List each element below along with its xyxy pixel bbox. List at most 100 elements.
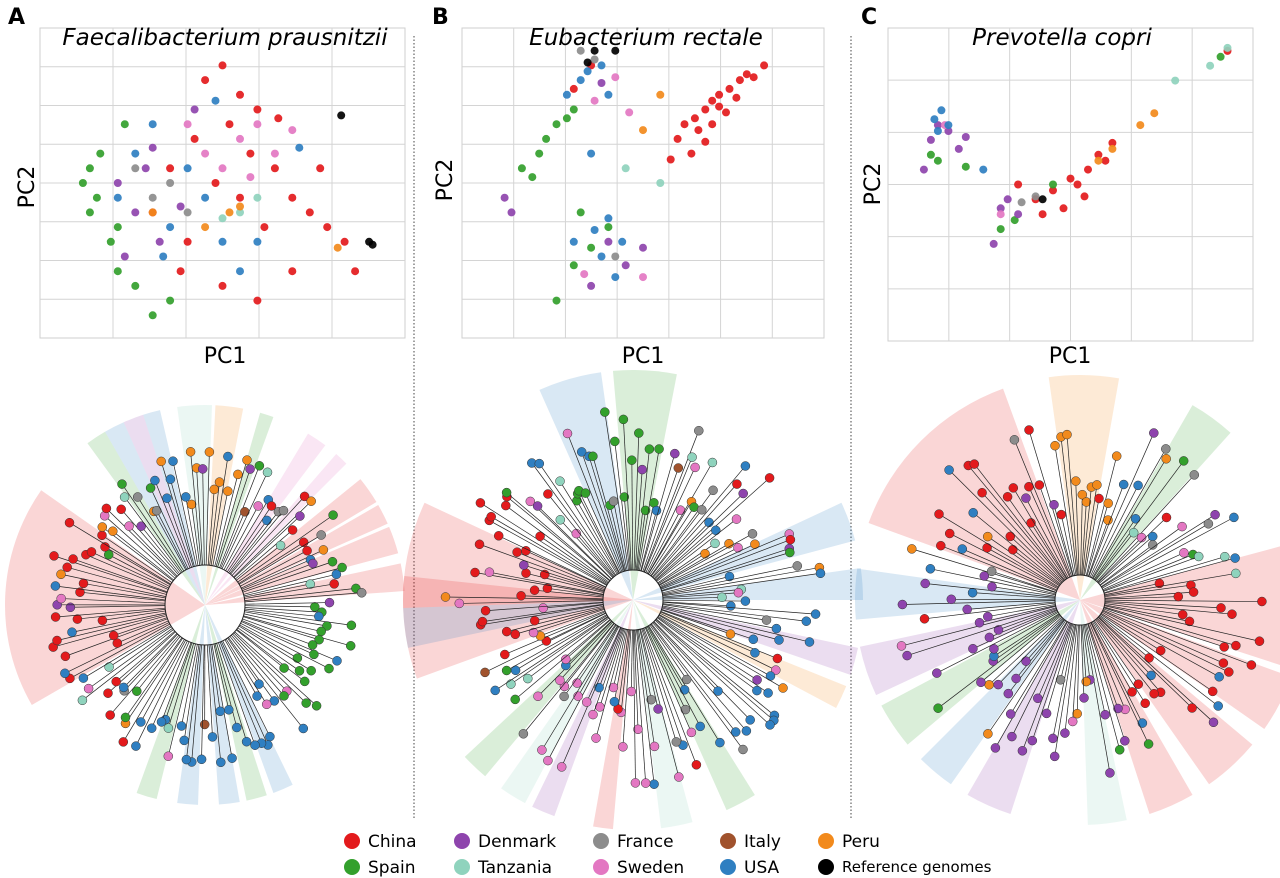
tree-tip-node: [969, 459, 980, 469]
point-denmark: [989, 239, 998, 248]
point-usa: [944, 121, 953, 130]
tree-tip-node: [984, 632, 995, 643]
tree-branch: [579, 554, 611, 581]
tree-tip-node: [119, 492, 130, 502]
point-china: [725, 84, 734, 93]
tree-branch: [1077, 535, 1080, 576]
tree-branch: [974, 463, 1056, 569]
tree-branch: [657, 616, 703, 649]
tree-branch: [642, 653, 652, 700]
tree-branch: [1120, 625, 1161, 651]
tree-branch: [1098, 571, 1113, 584]
tree-tip-node: [673, 463, 684, 473]
tree-branch: [629, 545, 632, 571]
tree-branch: [233, 655, 258, 697]
tree-tip-node: [132, 686, 142, 696]
tree-tip-node: [484, 567, 495, 577]
tree-branch: [1107, 648, 1133, 693]
tree-tip-node: [1008, 544, 1018, 555]
tree-branch: [139, 546, 176, 579]
tree-branch: [91, 551, 127, 569]
tree-branch: [125, 609, 166, 615]
tree-branch: [197, 644, 201, 664]
tree-branch: [1102, 609, 1118, 617]
point-peru: [333, 243, 342, 252]
tree-branch: [480, 607, 585, 626]
tree-branch: [1089, 543, 1106, 578]
tree-branch: [1128, 644, 1214, 723]
tree-tip-node: [594, 682, 604, 693]
point-peru: [656, 90, 665, 99]
tree-branch: [588, 456, 611, 525]
tree-branch: [592, 676, 607, 715]
tree-branch: [1123, 633, 1219, 707]
tree-branch: [209, 516, 216, 566]
tree-branch: [1135, 620, 1252, 666]
tree-branch: [621, 525, 629, 571]
tree-branch: [123, 578, 168, 593]
tree-tip-node: [262, 467, 273, 478]
tree-branch: [219, 641, 229, 663]
tree-tip-node: [1008, 483, 1019, 493]
tree-branch: [972, 512, 1048, 574]
tree-tip-node: [539, 569, 550, 580]
tree-branch: [662, 601, 679, 604]
tree-branch: [644, 531, 662, 573]
tree-branch: [648, 550, 663, 575]
point-sweden: [270, 149, 279, 158]
tree-tip-node: [580, 488, 591, 498]
tree-branch: [210, 663, 222, 763]
tree-branch: [196, 467, 200, 513]
tree-branch: [244, 594, 270, 599]
tree-branch: [1089, 622, 1097, 639]
tree-branch: [1070, 542, 1077, 576]
panel-letter-c: C: [861, 5, 877, 30]
tree-branch: [662, 590, 698, 597]
tree-branch: [592, 577, 607, 586]
point-denmark: [113, 179, 122, 187]
tree-branch: [1102, 610, 1132, 626]
tree-tip-node: [745, 715, 755, 725]
tree-branch: [962, 548, 1026, 577]
tree-branch: [698, 621, 754, 640]
tree-tip-node: [1184, 616, 1195, 627]
tree-tip-node: [987, 581, 997, 592]
tree-tip-node: [925, 564, 936, 574]
point-denmark: [1014, 210, 1023, 219]
point-sweden: [236, 134, 244, 143]
point-denmark: [621, 261, 630, 270]
tree-branch: [1129, 591, 1194, 597]
tree-branch: [139, 613, 167, 622]
tree-branch: [653, 642, 686, 710]
tree-branch: [233, 669, 269, 746]
tree-tip-node: [108, 630, 119, 641]
tree-tip-node: [710, 538, 720, 549]
point-spain: [552, 296, 561, 305]
tree-branch: [624, 629, 630, 661]
tree-tip-node: [725, 629, 736, 639]
tree-tip-node: [52, 635, 62, 646]
tree-branch: [1148, 523, 1209, 560]
tree-branch: [633, 661, 636, 783]
tree-tip-node: [630, 778, 641, 788]
panel-letter-a: A: [8, 5, 25, 30]
tree-branch: [269, 583, 335, 595]
tree-branch: [636, 516, 646, 571]
legend-label-china: China: [368, 832, 417, 852]
tree-branch: [1060, 436, 1074, 543]
tree-branch: [150, 487, 168, 524]
tree-branch: [1104, 584, 1152, 596]
tree-branch: [243, 613, 288, 625]
point-china: [166, 164, 175, 173]
tree-branch: [553, 601, 604, 607]
tree-tip-node: [75, 587, 85, 597]
tree-tip-node: [253, 501, 263, 511]
tree-branch: [661, 639, 744, 750]
tree-branch: [195, 644, 200, 664]
point-usa: [933, 127, 942, 135]
tree-branch: [613, 501, 625, 556]
tree-branch: [1052, 655, 1070, 739]
y-axis-label-c: PC2: [861, 163, 886, 206]
tree-branch: [1103, 574, 1148, 592]
tree-branch: [638, 649, 655, 785]
